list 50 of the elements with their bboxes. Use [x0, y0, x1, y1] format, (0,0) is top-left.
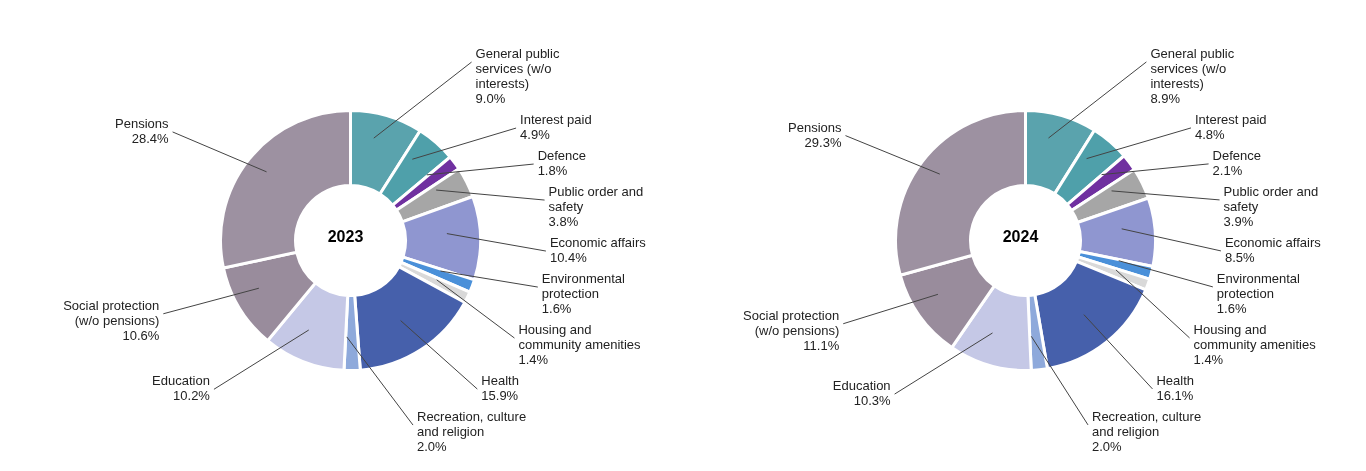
- slice-label: Social protection (w/o pensions): [743, 307, 840, 338]
- slice-label: Social protection (w/o pensions): [63, 297, 160, 328]
- data-label: 3.9%: [1223, 213, 1254, 229]
- data-label: 10.2%: [173, 388, 211, 404]
- data-label: 9.0%: [475, 91, 506, 107]
- data-label: 2.0%: [1092, 438, 1123, 454]
- slice-label: Recreation, culture and religion: [417, 409, 527, 440]
- data-label: 11.1%: [803, 337, 840, 353]
- data-label: 1.4%: [1193, 351, 1224, 367]
- slice-label: Pensions: [115, 115, 170, 131]
- data-label: 1.6%: [541, 301, 572, 317]
- slice-label: Health: [481, 373, 519, 389]
- slice-label: General public services (w/o interests): [1150, 45, 1235, 91]
- slice-label: Defence: [1212, 147, 1262, 163]
- data-label: 2.0%: [417, 439, 448, 455]
- text: 2024: [1002, 227, 1039, 245]
- slice-label: General public services (w/o interests): [475, 46, 560, 92]
- slice-label: Recreation, culture and religion: [1092, 408, 1202, 439]
- data-label: 3.8%: [548, 214, 579, 230]
- slice-label: Housing and community amenities: [1193, 321, 1317, 352]
- slice-label: Defence: [537, 148, 587, 164]
- data-label: 8.9%: [1150, 90, 1181, 106]
- slice-label: Interest paid: [1195, 111, 1267, 127]
- data-label: 1.6%: [1216, 300, 1247, 316]
- data-label: 2.1%: [1212, 162, 1243, 178]
- slice-label: Education: [832, 378, 891, 394]
- data-label: 29.3%: [804, 134, 842, 150]
- data-label: 10.6%: [122, 327, 160, 343]
- slice-label: Health: [1156, 372, 1195, 388]
- data-label: 4.8%: [1195, 126, 1226, 142]
- data-label: 10.4%: [549, 250, 588, 266]
- data-label: 1.4%: [518, 352, 549, 368]
- slice-label: Housing and community amenities: [518, 322, 642, 353]
- data-label: 4.9%: [520, 127, 551, 143]
- data-label: 15.9%: [481, 388, 519, 404]
- slice-label: Education: [152, 373, 210, 389]
- slice-label: Economic affairs: [1224, 234, 1322, 250]
- slice-label: Interest paid: [520, 112, 592, 128]
- slice-label: Environmental protection: [541, 271, 626, 302]
- data-label: 10.3%: [853, 393, 892, 409]
- slice-label: Economic affairs: [549, 235, 647, 251]
- slice-label: Pensions: [788, 119, 842, 135]
- slice-label: Public order and safety: [1223, 183, 1319, 214]
- data-label: 8.5%: [1224, 249, 1255, 265]
- data-label: 1.8%: [537, 163, 568, 179]
- data-label: 28.4%: [131, 130, 170, 146]
- slice-label: Environmental protection: [1216, 270, 1301, 301]
- data-label: 16.1%: [1156, 387, 1194, 403]
- text: 2023: [327, 227, 364, 245]
- slice-label: Public order and safety: [548, 184, 644, 215]
